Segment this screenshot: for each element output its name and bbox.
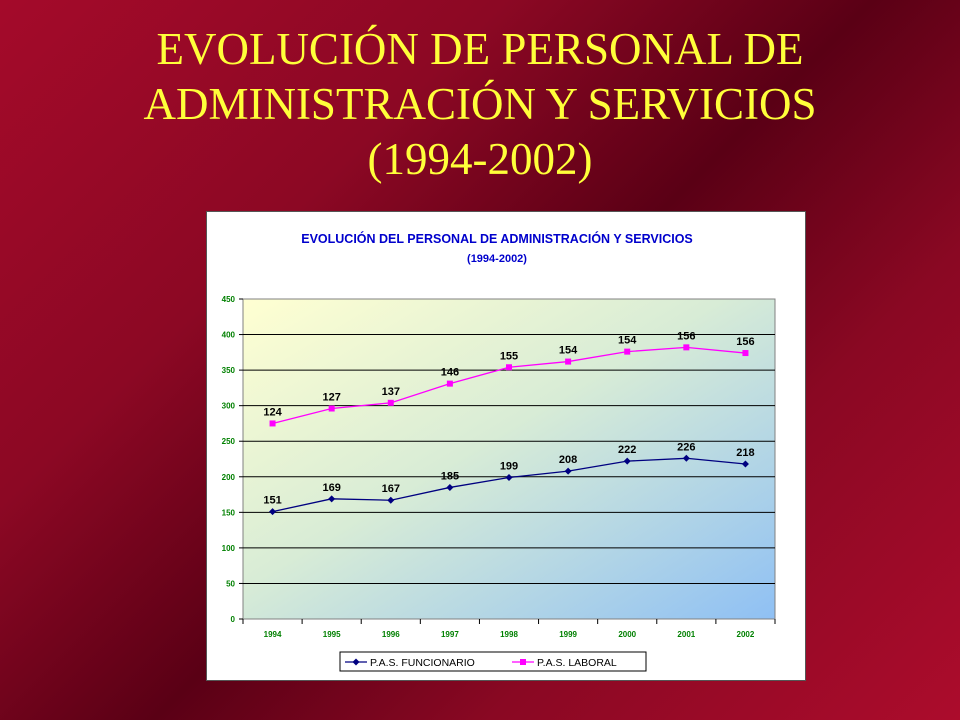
chart-subtitle: (1994-2002) (467, 253, 527, 265)
slide-title: EVOLUCIÓN DE PERSONAL DE ADMINISTRACIÓN … (60, 22, 900, 187)
legend-label-1: P.A.S. FUNCIONARIO (370, 657, 475, 669)
series: 151 169 167 185 199 208 222 226 218 124 127 137 146 1… (263, 330, 755, 516)
data-point-diamond (623, 457, 631, 465)
data-point-square (328, 405, 335, 412)
data-label: 137 (382, 386, 400, 398)
y-tick-label: 450 (222, 295, 236, 304)
data-point-diamond (446, 483, 454, 491)
x-tick-label: 1998 (500, 630, 518, 639)
legend-marker-diamond (352, 658, 360, 666)
data-label: 156 (736, 336, 754, 348)
x-tick-label: 2002 (737, 630, 755, 639)
data-label: 124 (263, 406, 282, 418)
data-point-diamond (387, 496, 395, 504)
data-label: 156 (677, 330, 695, 342)
x-tick-label: 1995 (323, 630, 341, 639)
data-point-diamond (505, 473, 513, 481)
data-point-square (446, 380, 453, 387)
data-label: 185 (441, 470, 459, 482)
y-tick-label: 50 (226, 579, 235, 588)
slide-title-line-2: ADMINISTRACIÓN Y SERVICIOS (143, 79, 817, 129)
data-label: 154 (559, 345, 578, 357)
y-tick-label: 300 (222, 402, 236, 411)
data-point-square (387, 399, 394, 406)
legend-box (339, 651, 647, 672)
data-point-square (565, 358, 572, 365)
data-label: 155 (500, 350, 518, 362)
chart-panel: EVOLUCIÓN DEL PERSONAL DE ADMINISTRACIÓN… (206, 211, 806, 681)
x-tick-label: 2001 (677, 630, 695, 639)
y-tick-label: 150 (222, 508, 236, 517)
slide-title-line-1: EVOLUCIÓN DE PERSONAL DE (156, 24, 804, 74)
data-label: 169 (322, 482, 340, 494)
data-label: 226 (677, 441, 695, 453)
y-tick-label: 250 (222, 437, 236, 446)
y-tick-label: 0 (231, 615, 236, 624)
y-tick-label: 400 (222, 331, 236, 340)
data-label: 208 (559, 454, 577, 466)
data-point-square (269, 420, 276, 427)
y-tick-label: 200 (222, 473, 236, 482)
data-point-diamond (741, 460, 749, 468)
data-point-square (742, 350, 749, 357)
x-axis: 1994 1995 1996 1997 1998 1999 2000 2001 2002 (242, 619, 776, 639)
data-point-square (506, 364, 512, 371)
data-point-square (683, 344, 690, 351)
line-chart: EVOLUCIÓN DEL PERSONAL DE ADMINISTRACIÓN… (222, 231, 776, 672)
legend-marker-square (520, 659, 526, 665)
data-label: 151 (263, 495, 281, 507)
slide-title-line-3: (1994-2002) (367, 134, 593, 184)
x-tick-label: 2000 (618, 630, 636, 639)
data-label: 218 (736, 447, 754, 459)
y-axis: 0 50 100 150 200 250 300 350 400 450 (222, 295, 243, 624)
data-point-diamond (269, 508, 277, 516)
x-tick-label: 1994 (264, 630, 282, 639)
data-point-diamond (682, 454, 690, 462)
gridlines (243, 334, 775, 584)
x-tick-label: 1997 (441, 630, 459, 639)
y-tick-label: 350 (222, 366, 236, 375)
data-point-square (624, 348, 631, 355)
data-label: 127 (322, 392, 340, 404)
y-tick-label: 100 (222, 544, 236, 553)
data-label: 146 (441, 367, 459, 379)
legend: P.A.S. FUNCIONARIO P.A.S. LABORAL (339, 651, 647, 672)
data-label: 167 (382, 483, 400, 495)
data-point-diamond (564, 467, 572, 475)
x-tick-label: 1999 (559, 630, 577, 639)
legend-label-2: P.A.S. LABORAL (537, 657, 617, 669)
chart-title: EVOLUCIÓN DEL PERSONAL DE ADMINISTRACIÓN… (301, 231, 693, 246)
data-label: 199 (500, 460, 518, 472)
x-tick-label: 1996 (382, 630, 400, 639)
data-label: 154 (618, 335, 637, 347)
data-label: 222 (618, 444, 636, 456)
